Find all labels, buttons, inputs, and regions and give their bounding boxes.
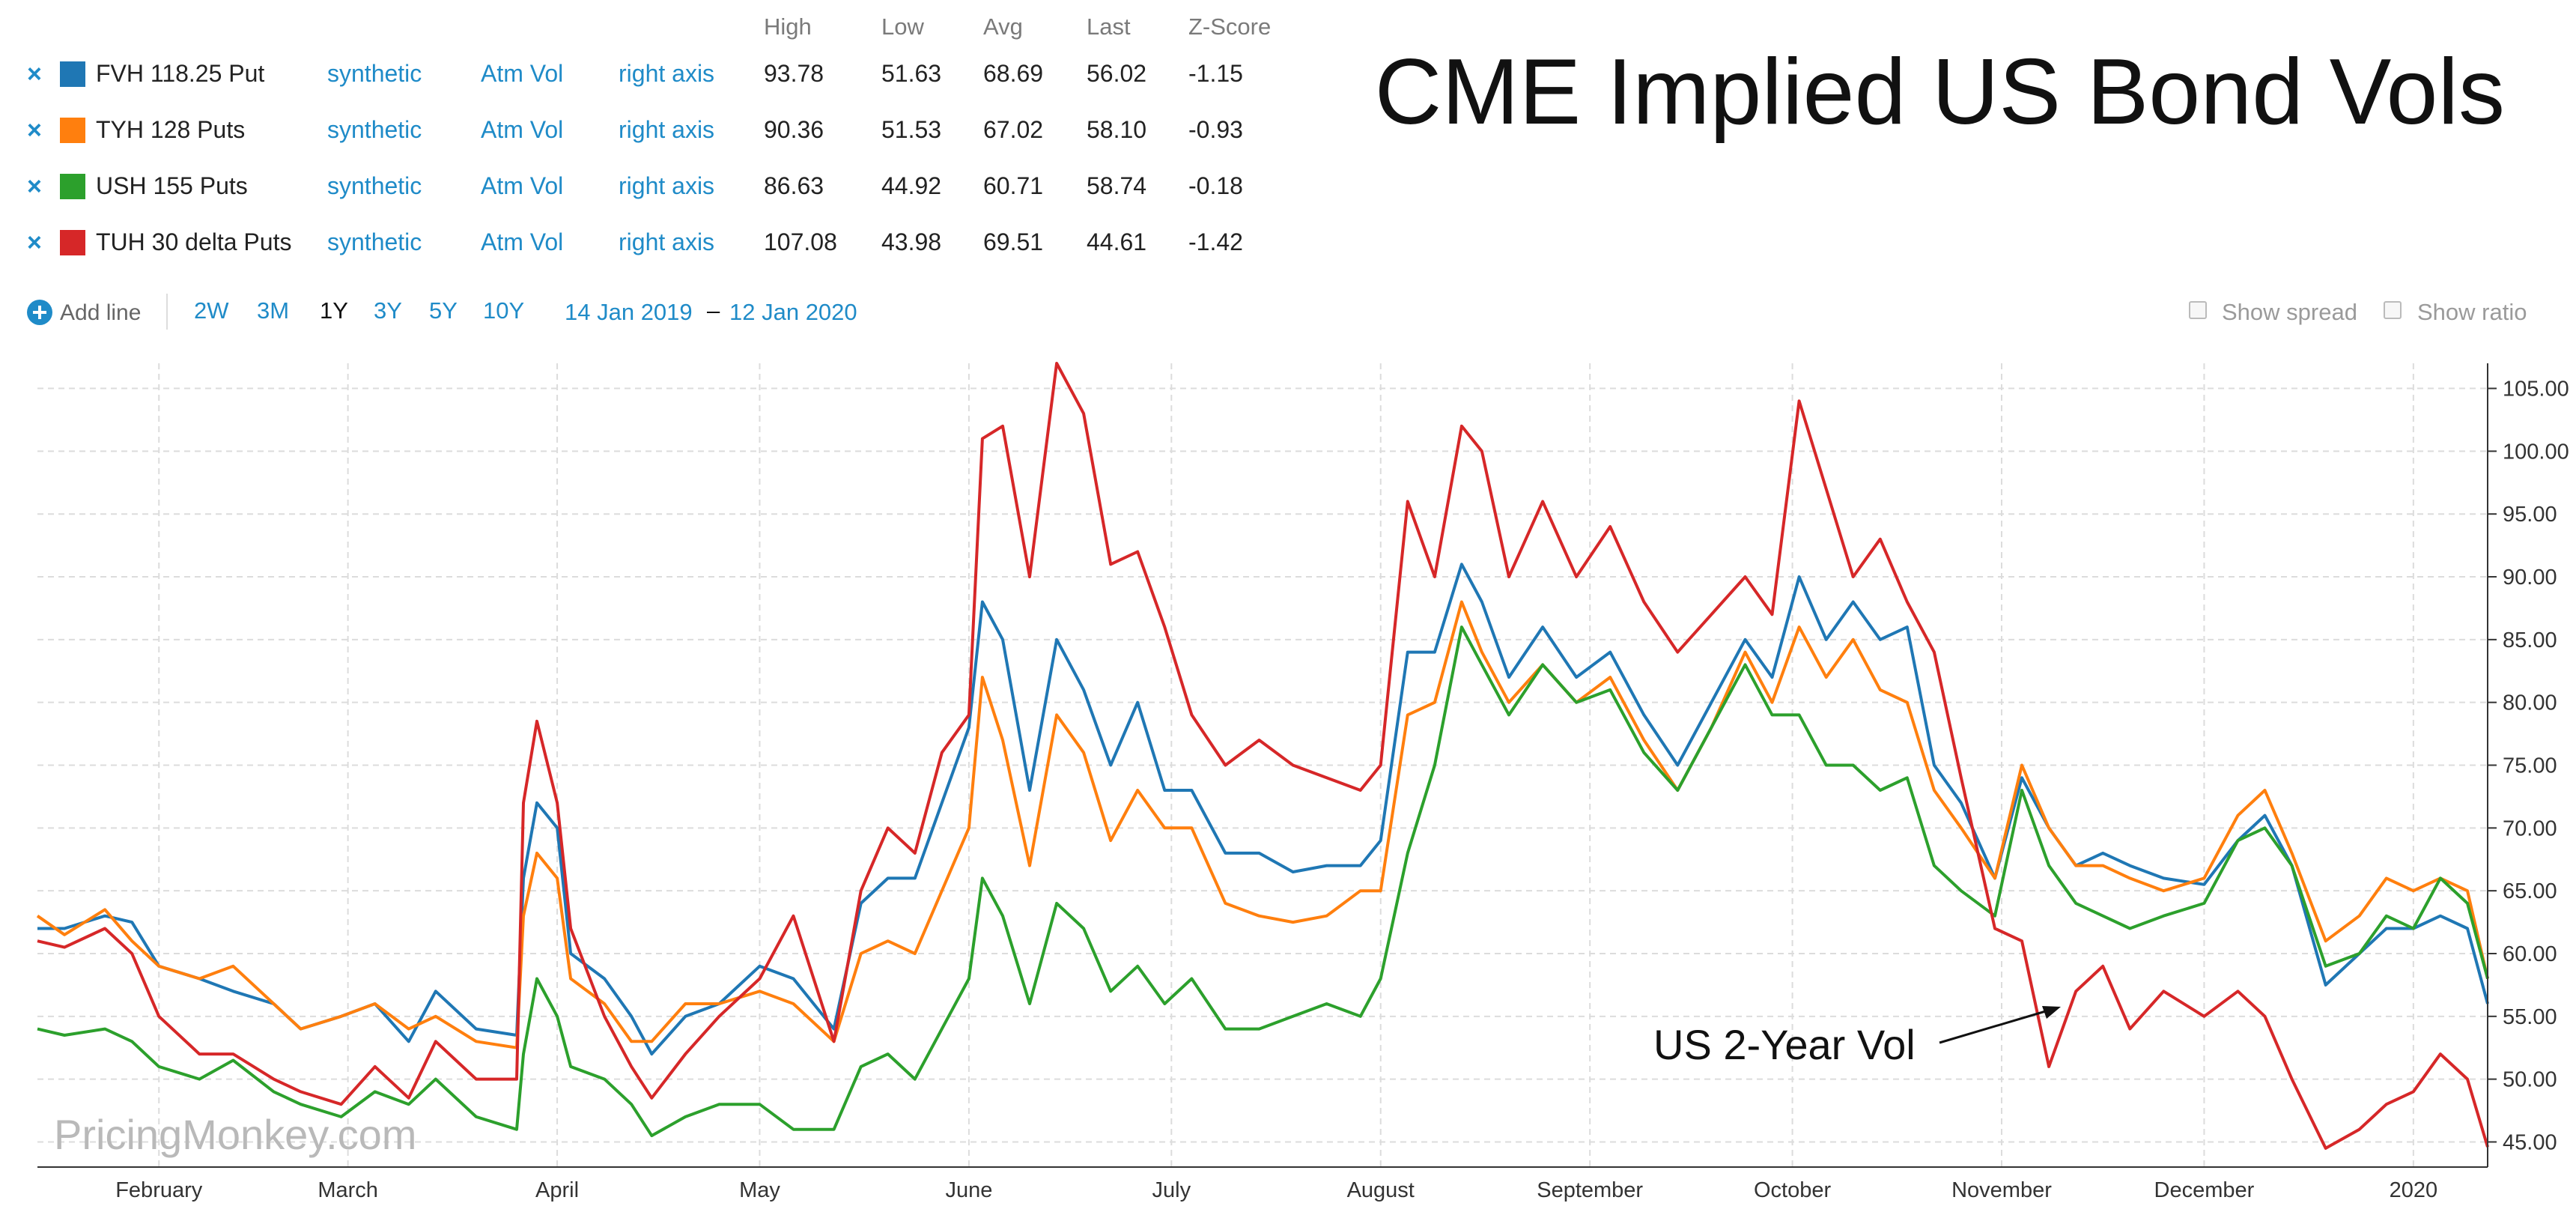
date-from-input[interactable]: 14 Jan 2019 — [565, 299, 693, 325]
show-spread-checkbox[interactable] — [2189, 301, 2207, 319]
stat-avg: 60.71 — [983, 172, 1044, 199]
series-color-swatch — [60, 61, 85, 87]
x-tick-label: September — [1537, 1178, 1643, 1202]
x-tick-label: 2020 — [2390, 1178, 2438, 1202]
y-tick-label: 60.00 — [2503, 942, 2557, 966]
stat-z-score: -1.42 — [1188, 228, 1243, 255]
add-line-button[interactable]: Add line — [60, 300, 142, 325]
series-name: USH 155 Puts — [96, 172, 248, 199]
stat-last: 58.74 — [1087, 172, 1147, 199]
field-link[interactable]: Atm Vol — [481, 172, 564, 199]
stat-high: 90.36 — [764, 116, 824, 143]
plus-circle-icon[interactable] — [27, 300, 52, 325]
range-5y[interactable]: 5Y — [429, 297, 458, 324]
range-10y[interactable]: 10Y — [483, 297, 525, 324]
y-tick-label: 45.00 — [2503, 1130, 2557, 1154]
series-line-tuh-30-delta-puts — [37, 362, 2489, 1150]
stat-last: 44.61 — [1087, 228, 1147, 255]
stat-low: 51.53 — [881, 116, 942, 143]
range-2w[interactable]: 2W — [194, 297, 229, 324]
stat-last: 56.02 — [1087, 60, 1147, 87]
y-tick-label: 80.00 — [2503, 691, 2557, 715]
header-z-score: Z-Score — [1188, 13, 1272, 40]
axis-link[interactable]: right axis — [619, 172, 715, 199]
date-separator: – — [707, 297, 720, 324]
stat-avg: 67.02 — [983, 116, 1044, 143]
series-name: FVH 118.25 Put — [96, 60, 265, 87]
header-low: Low — [881, 13, 924, 40]
close-icon[interactable]: × — [27, 60, 42, 88]
y-tick-label: 100.00 — [2503, 440, 2569, 464]
series-line-ush-155-puts — [37, 625, 2489, 1138]
y-tick-label: 65.00 — [2503, 879, 2557, 903]
close-icon[interactable]: × — [27, 172, 42, 201]
annotation-label: US 2-Year Vol — [1653, 1021, 1916, 1068]
stat-low: 44.92 — [881, 172, 942, 199]
y-tick-label: 85.00 — [2503, 628, 2557, 652]
annotation-arrow — [1939, 1006, 2061, 1044]
y-tick-label: 105.00 — [2503, 378, 2569, 402]
stat-avg: 69.51 — [983, 228, 1044, 255]
field-link[interactable]: Atm Vol — [481, 60, 564, 87]
stat-high: 93.78 — [764, 60, 824, 87]
stat-high: 107.08 — [764, 228, 837, 255]
range-3m[interactable]: 3M — [257, 297, 290, 324]
x-tick-label: February — [115, 1178, 203, 1202]
source-link[interactable]: synthetic — [327, 228, 422, 255]
x-tick-label: April — [535, 1178, 579, 1202]
x-tick-label: May — [739, 1178, 780, 1202]
show-ratio-label: Show ratio — [2417, 299, 2527, 325]
series-name: TUH 30 delta Puts — [96, 228, 292, 255]
y-tick-label: 75.00 — [2503, 754, 2557, 778]
source-link[interactable]: synthetic — [327, 60, 422, 87]
y-tick-label: 70.00 — [2503, 816, 2557, 840]
watermark: PricingMonkey.com — [54, 1111, 417, 1158]
range-3y[interactable]: 3Y — [374, 297, 402, 324]
series-color-swatch — [60, 230, 85, 255]
close-icon[interactable]: × — [27, 116, 42, 145]
stat-high: 86.63 — [764, 172, 824, 199]
stat-low: 43.98 — [881, 228, 942, 255]
header-high: High — [764, 13, 812, 40]
series-name: TYH 128 Puts — [96, 116, 246, 143]
stat-low: 51.63 — [881, 60, 942, 87]
series-color-swatch — [60, 174, 85, 199]
source-link[interactable]: synthetic — [327, 172, 422, 199]
y-tick-label: 55.00 — [2503, 1005, 2557, 1029]
series-line-tyh-128-puts — [36, 600, 2489, 1049]
x-tick-label: August — [1347, 1178, 1415, 1202]
stat-last: 58.10 — [1087, 116, 1147, 143]
axis-link[interactable]: right axis — [619, 116, 715, 143]
chart-title: CME Implied US Bond Vols — [1374, 40, 2505, 144]
axis-link[interactable]: right axis — [619, 60, 715, 87]
x-tick-label: December — [2154, 1178, 2255, 1202]
axis-link[interactable]: right axis — [619, 228, 715, 255]
stat-z-score: -0.93 — [1188, 116, 1243, 143]
date-to-input[interactable]: 12 Jan 2020 — [729, 299, 857, 325]
show-ratio-checkbox[interactable] — [2384, 301, 2402, 319]
header-avg: Avg — [983, 13, 1023, 40]
x-tick-label: November — [1951, 1178, 2052, 1202]
series-color-swatch — [60, 118, 85, 143]
source-link[interactable]: synthetic — [327, 116, 422, 143]
series-line-fvh-118-25-put — [37, 563, 2489, 1056]
x-tick-label: June — [945, 1178, 992, 1202]
range-1y[interactable]: 1Y — [320, 297, 348, 324]
show-spread-label: Show spread — [2222, 299, 2357, 325]
y-tick-label: 95.00 — [2503, 503, 2557, 527]
stat-z-score: -0.18 — [1188, 172, 1243, 199]
header-last: Last — [1087, 13, 1131, 40]
toolbar-divider — [166, 294, 168, 330]
y-tick-label: 90.00 — [2503, 566, 2557, 590]
field-link[interactable]: Atm Vol — [481, 116, 564, 143]
field-link[interactable]: Atm Vol — [481, 228, 564, 255]
x-tick-label: July — [1152, 1178, 1191, 1202]
x-tick-label: March — [318, 1178, 378, 1202]
stat-z-score: -1.15 — [1188, 60, 1243, 87]
y-tick-label: 50.00 — [2503, 1068, 2557, 1092]
stat-avg: 68.69 — [983, 60, 1044, 87]
x-tick-label: October — [1754, 1178, 1831, 1202]
close-icon[interactable]: × — [27, 228, 42, 257]
